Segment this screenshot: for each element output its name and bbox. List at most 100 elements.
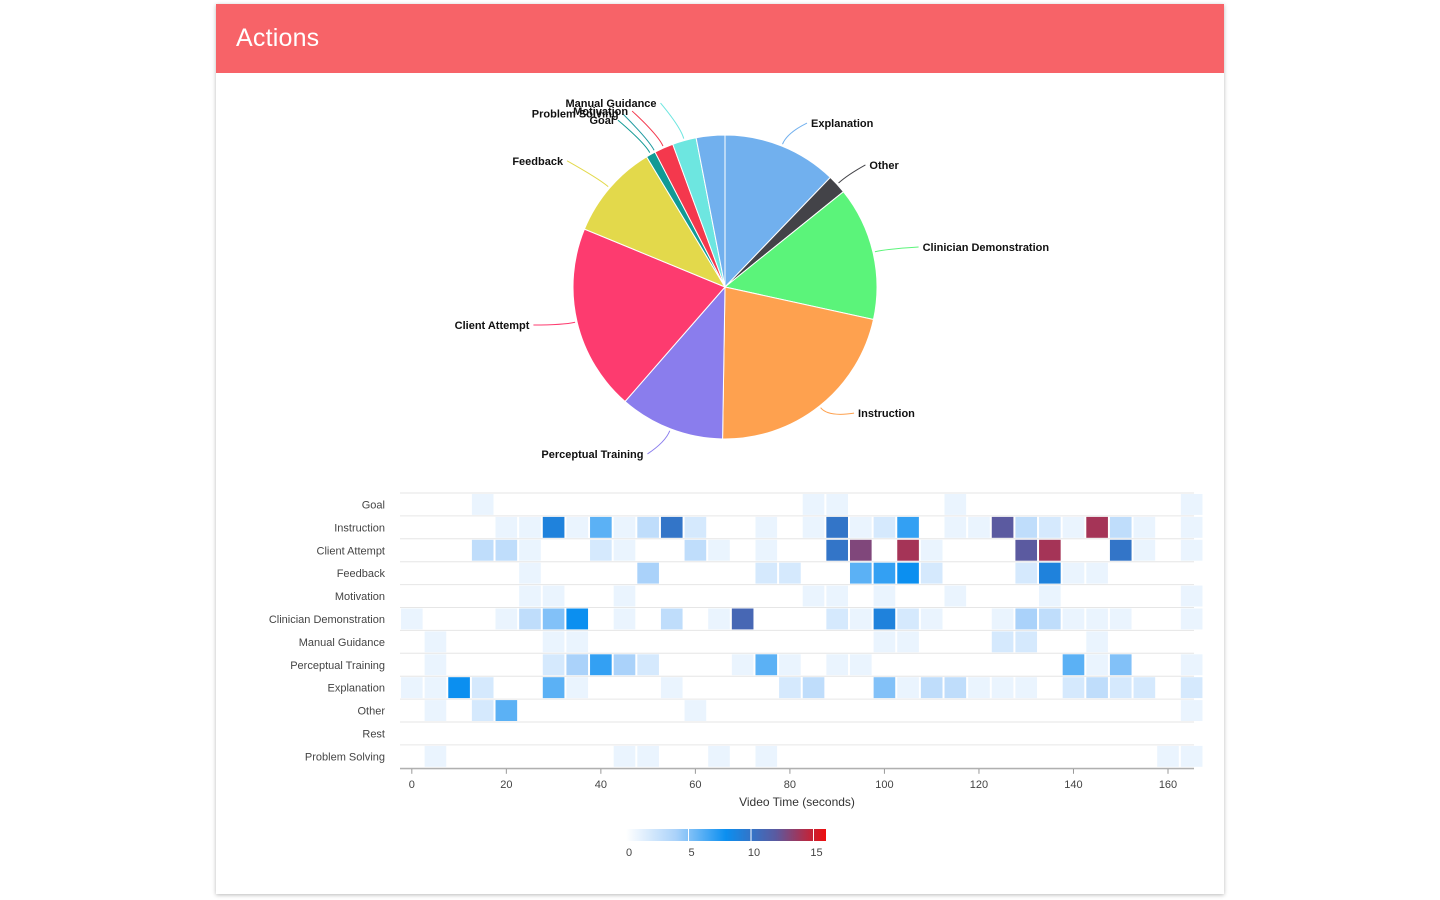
heatmap-ylabel-feedback: Feedback <box>337 568 386 580</box>
pie-slice-unlabeled <box>695 134 726 288</box>
pie-connector-instruction <box>820 407 855 415</box>
heatmap-cell <box>495 700 518 721</box>
heatmap-cell <box>495 539 518 561</box>
heatmap-cell <box>1086 654 1108 676</box>
heatmap-ylabel-client-attempt: Client Attempt <box>317 545 385 557</box>
heatmap-cell <box>471 700 494 721</box>
heatmap-cell <box>1062 562 1085 584</box>
heatmap-cell <box>542 516 565 538</box>
heatmap-cell <box>731 608 754 630</box>
heatmap-x-tick-label: 160 <box>1159 779 1177 791</box>
heatmap-cell <box>849 539 872 561</box>
pie-connector-goal <box>617 119 651 153</box>
heatmap-cell <box>708 745 730 767</box>
heatmap-cell <box>826 494 848 515</box>
heatmap-cell <box>897 608 919 630</box>
heatmap-cell <box>519 539 541 561</box>
heatmap-cell <box>1062 608 1085 630</box>
heatmap-cell <box>519 585 541 607</box>
heatmap-ylabel-problem-solving: Problem Solving <box>305 751 385 763</box>
heatmap-cell <box>590 516 612 538</box>
pie-label-explanation: Explanation <box>811 118 874 130</box>
heatmap-ylabel-manual-guidance: Manual Guidance <box>299 637 385 649</box>
heatmap-cell <box>897 677 919 699</box>
heatmap-cell <box>1039 608 1061 630</box>
colorbar: 0 5 10 15 <box>625 829 826 859</box>
heatmap-cell <box>755 654 778 676</box>
heatmap-cell <box>424 745 447 767</box>
pie-connector-other <box>838 164 866 184</box>
charts-canvas: Explanation Other Clinician Demonstration I… <box>269 98 1203 859</box>
heatmap-cell <box>1015 677 1038 699</box>
heatmap-cell <box>1039 539 1061 561</box>
colorbar-tick-label: 5 <box>688 847 694 859</box>
heatmap-cell <box>1109 677 1132 699</box>
heatmap-cell <box>968 516 990 538</box>
heatmap-cell <box>802 516 825 538</box>
heatmap-cell <box>613 745 636 767</box>
pie-label-manual-guidance: Manual Guidance <box>565 98 656 110</box>
heatmap-cell <box>991 608 1014 630</box>
heatmap-cell <box>802 494 825 515</box>
card-header: Actions <box>216 4 1224 73</box>
heatmap-cell <box>897 562 919 584</box>
heatmap-cell <box>613 654 636 676</box>
heatmap-cell <box>1062 654 1085 676</box>
pie-connector-explanation <box>782 122 808 145</box>
heatmap-cell <box>637 654 659 676</box>
colorbar-tick-label: 10 <box>748 847 760 859</box>
heatmap-x-tick-label: 0 <box>409 779 415 791</box>
pie-chart: Explanation Other Clinician Demonstration I… <box>455 98 1050 461</box>
colorbar-tick-label: 0 <box>626 847 632 859</box>
heatmap-cell <box>873 677 896 699</box>
heatmap-cell <box>566 654 589 676</box>
heatmap-cell <box>613 516 636 538</box>
heatmap-cell <box>519 516 541 538</box>
heatmap-cell <box>944 494 967 515</box>
heatmap-cell <box>424 631 447 653</box>
heatmap-cell <box>944 516 967 538</box>
heatmap-cell <box>1015 539 1038 561</box>
heatmap-cell <box>424 677 447 699</box>
heatmap-x-tick-label: 80 <box>784 779 796 791</box>
pie-label-perceptual-training: Perceptual Training <box>541 449 643 461</box>
heatmap-x-tick-label: 60 <box>689 779 701 791</box>
heatmap-cell <box>566 608 589 630</box>
heatmap-cell <box>660 677 683 699</box>
heatmap-cell <box>968 677 990 699</box>
heatmap-cell <box>660 608 683 630</box>
heatmap-x-axis-title: Video Time (seconds) <box>739 795 855 809</box>
heatmap-cell <box>1109 539 1132 561</box>
pie-connector-client-attempt <box>533 321 576 326</box>
heatmap-cell <box>495 516 518 538</box>
pie-connector-feedback <box>566 160 609 188</box>
heatmap-cell <box>1180 516 1203 538</box>
heatmap-cell <box>566 516 589 538</box>
heatmap-cell <box>1180 494 1203 515</box>
actions-card: Actions Explanation Other Clinician Demons… <box>216 4 1224 894</box>
heatmap-cell <box>873 516 896 538</box>
heatmap-cell <box>1133 516 1156 538</box>
heatmap-cell <box>826 585 848 607</box>
heatmap-cell <box>920 539 943 561</box>
pie-slice-client-attempt <box>572 228 726 403</box>
heatmap-cell <box>802 677 825 699</box>
heatmap-cell <box>1015 631 1038 653</box>
heatmap-cell <box>1109 516 1132 538</box>
heatmap-cell <box>1039 585 1061 607</box>
heatmap-x-tick-label: 40 <box>595 779 607 791</box>
pie-slice-clinician-demonstration <box>723 190 878 321</box>
heatmap-cell <box>519 562 541 584</box>
heatmap-ylabel-goal: Goal <box>362 499 385 511</box>
heatmap-cell <box>920 677 943 699</box>
heatmap-cell <box>542 631 565 653</box>
heatmap-cell <box>991 677 1014 699</box>
heatmap-cell <box>1180 585 1203 607</box>
heatmap-cell <box>1062 677 1085 699</box>
pie-connector-perceptual-training <box>647 430 671 455</box>
heatmap-cell <box>873 562 896 584</box>
pie-slice-perceptual-training <box>624 285 726 440</box>
heatmap-cell <box>613 585 636 607</box>
heatmap-cell <box>566 631 589 653</box>
heatmap-cell <box>755 745 778 767</box>
